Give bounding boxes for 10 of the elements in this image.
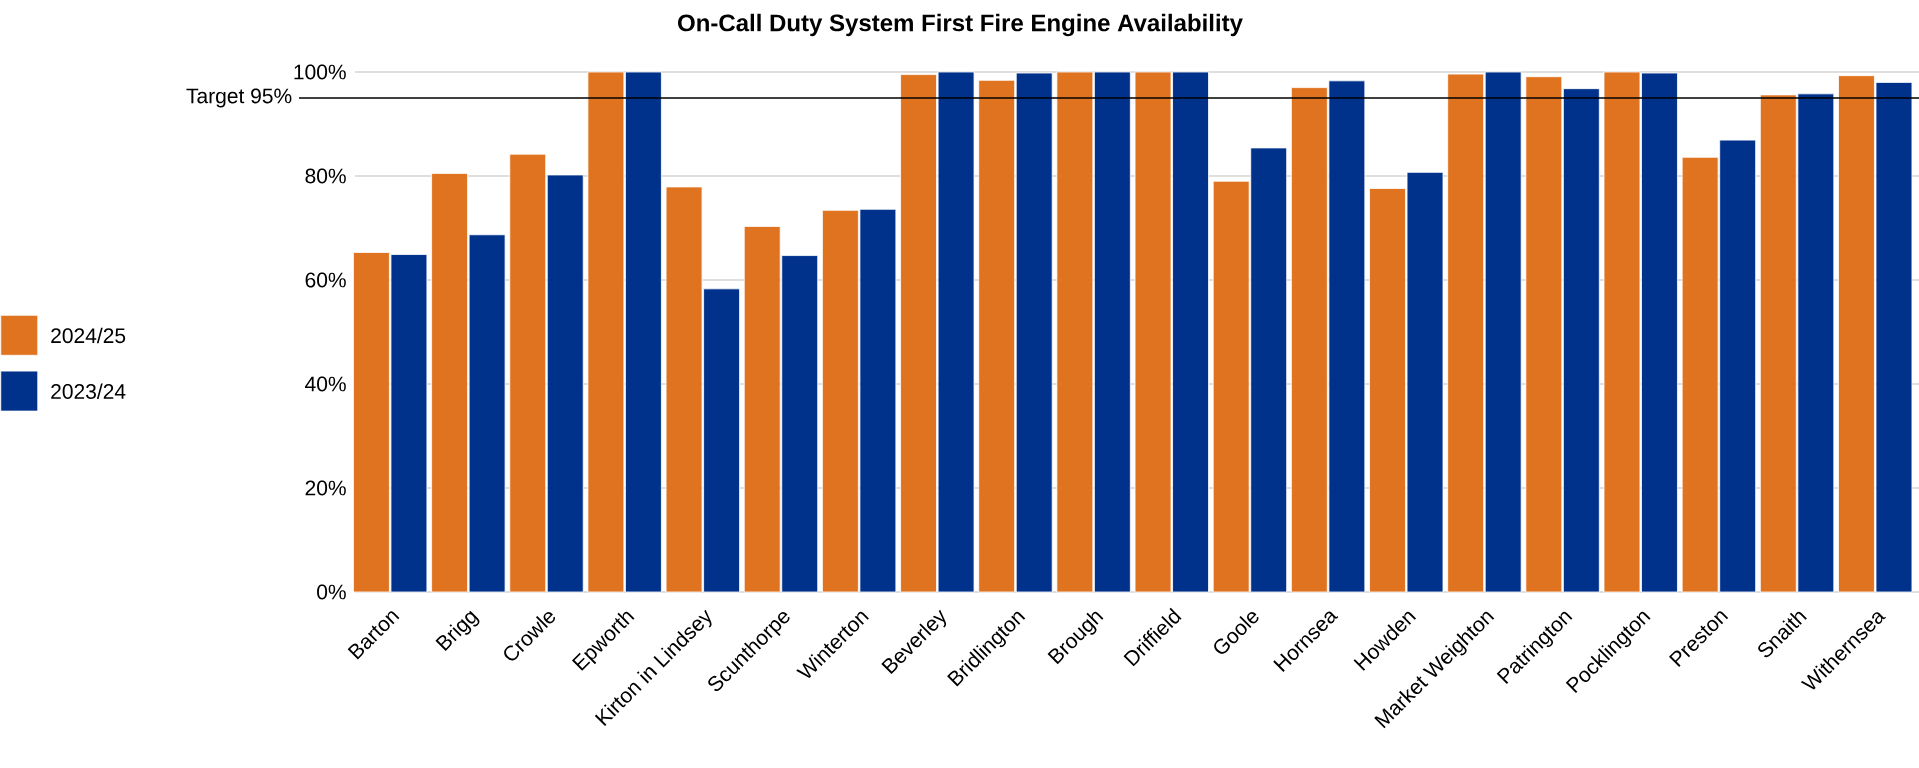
- y-tick-label: 0%: [317, 584, 346, 600]
- y-tick-label: 40%: [305, 376, 346, 392]
- chart-title: On-Call Duty System First Fire Engine Availability: [678, 13, 1243, 37]
- legend-label: 2023/24: [51, 383, 126, 399]
- y-tick-label: 60%: [305, 272, 346, 288]
- y-tick-label: 80%: [305, 168, 346, 184]
- y-tick-label: 20%: [305, 480, 346, 496]
- legend-label: 2024/25: [51, 327, 126, 344]
- y-tick-label: 100%: [294, 64, 346, 80]
- ref-line-label: Target 95%: [186, 88, 292, 108]
